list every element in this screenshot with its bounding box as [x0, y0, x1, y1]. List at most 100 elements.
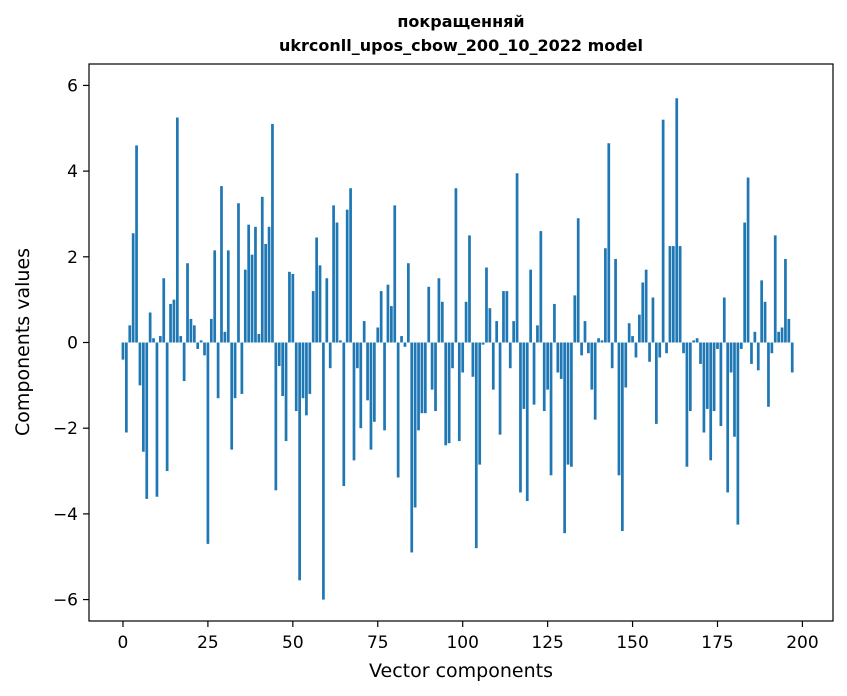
bar — [288, 271, 291, 343]
bar — [685, 342, 689, 467]
bar — [342, 342, 346, 487]
bar — [536, 325, 539, 343]
bar — [417, 342, 420, 431]
bar — [692, 340, 696, 343]
bar — [597, 338, 600, 343]
bar — [563, 342, 566, 534]
bar — [413, 342, 417, 508]
bar — [179, 336, 183, 343]
bar — [624, 342, 628, 388]
bar — [420, 342, 424, 414]
bar — [209, 318, 213, 343]
bar — [631, 336, 634, 343]
y-axis-ticks: −6 −4 −2 0 2 4 6 — [53, 76, 89, 611]
bar — [695, 338, 699, 343]
bar — [281, 342, 284, 397]
bar — [539, 231, 543, 343]
x-tick-label: 75 — [367, 633, 389, 653]
bar — [485, 267, 488, 343]
bar — [454, 188, 458, 343]
bar — [464, 301, 468, 343]
bar — [525, 342, 529, 502]
chart-subtitle: ukrconll_upos_cbow_200_10_2022 model — [279, 36, 643, 55]
bar — [175, 117, 179, 343]
bar — [206, 342, 210, 544]
bar — [678, 246, 682, 343]
bar — [254, 226, 257, 343]
bar — [682, 342, 685, 354]
bar — [427, 286, 431, 343]
bar — [668, 246, 672, 343]
bar — [298, 342, 301, 581]
bar — [607, 143, 611, 343]
bar — [712, 342, 716, 412]
bar — [271, 123, 274, 343]
bar — [138, 342, 142, 386]
bar — [125, 342, 128, 433]
bar — [478, 342, 482, 465]
bar — [199, 340, 203, 343]
bar — [284, 342, 288, 442]
bar — [145, 342, 149, 499]
bar — [169, 303, 172, 343]
bar — [294, 342, 298, 412]
bar — [135, 145, 138, 343]
bar — [559, 342, 563, 379]
bar — [128, 325, 132, 343]
bar — [773, 235, 777, 343]
bar — [658, 342, 662, 358]
bar — [671, 246, 675, 343]
bar — [634, 342, 638, 358]
bar — [359, 342, 363, 429]
bar — [267, 226, 271, 343]
x-tick-label: 100 — [446, 633, 478, 653]
bar — [743, 222, 747, 343]
bar — [784, 258, 787, 343]
bar — [352, 342, 356, 461]
bar — [641, 282, 645, 343]
bar — [722, 297, 726, 343]
bar — [335, 222, 339, 343]
bar — [461, 342, 465, 373]
bar — [750, 342, 753, 364]
bar — [243, 269, 247, 343]
bar — [570, 342, 573, 467]
bar — [576, 218, 580, 343]
bar — [383, 342, 386, 431]
bar — [410, 342, 414, 553]
y-tick-label: −2 — [53, 419, 78, 439]
bar — [654, 342, 658, 424]
bar — [780, 327, 784, 343]
bar — [369, 342, 373, 450]
bar — [237, 203, 240, 343]
bar — [498, 342, 502, 435]
bar — [546, 342, 549, 390]
bar — [532, 342, 536, 405]
bar — [250, 254, 254, 343]
y-tick-label: 6 — [67, 76, 78, 96]
bar — [505, 291, 509, 343]
bar — [617, 342, 621, 476]
bar — [277, 342, 281, 367]
bar — [457, 342, 461, 442]
bar — [260, 196, 264, 343]
bar — [192, 325, 196, 343]
bar — [220, 186, 223, 343]
bar — [474, 342, 478, 549]
bar — [587, 342, 590, 354]
bar — [583, 321, 587, 343]
bar — [753, 331, 757, 343]
y-axis-label: Components values — [12, 248, 34, 436]
bar — [430, 342, 434, 390]
bar — [182, 342, 186, 382]
bar — [291, 273, 295, 343]
bar — [726, 342, 730, 493]
bar — [580, 342, 583, 356]
bar — [648, 342, 651, 362]
bar — [553, 303, 556, 343]
bar — [542, 342, 546, 412]
x-tick-label: 50 — [282, 633, 304, 653]
bar — [777, 331, 780, 343]
bar — [247, 224, 251, 343]
